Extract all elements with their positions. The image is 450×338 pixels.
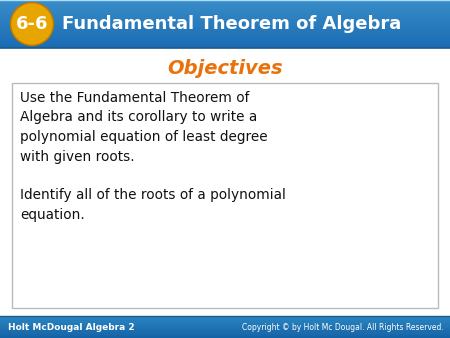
- Bar: [0, 33, 450, 35]
- Bar: [0, 7, 450, 8]
- Text: Copyright © by Holt Mc Dougal. All Rights Reserved.: Copyright © by Holt Mc Dougal. All Right…: [242, 322, 444, 332]
- Text: Objectives: Objectives: [167, 58, 283, 77]
- Bar: [0, 0, 450, 1]
- Bar: [0, 318, 450, 320]
- Bar: [0, 28, 450, 29]
- Bar: [0, 20, 450, 21]
- Bar: [0, 2, 450, 3]
- Bar: [0, 316, 450, 318]
- Bar: [0, 22, 450, 24]
- Bar: [0, 26, 450, 28]
- Bar: [0, 21, 450, 22]
- Bar: [0, 39, 450, 41]
- Text: Holt McDougal Algebra 2: Holt McDougal Algebra 2: [8, 322, 135, 332]
- Bar: [0, 4, 450, 5]
- Bar: [0, 13, 450, 14]
- Bar: [0, 39, 450, 40]
- Bar: [0, 1, 450, 2]
- Bar: [0, 337, 450, 338]
- Text: Use the Fundamental Theorem of
Algebra and its corollary to write a
polynomial e: Use the Fundamental Theorem of Algebra a…: [20, 91, 268, 164]
- Bar: [0, 326, 450, 328]
- Bar: [0, 22, 450, 23]
- Bar: [0, 3, 450, 4]
- Bar: [0, 333, 450, 334]
- Bar: [0, 45, 450, 46]
- Bar: [0, 30, 450, 32]
- Bar: [0, 18, 450, 20]
- Bar: [0, 33, 450, 34]
- Bar: [0, 47, 450, 48]
- Bar: [0, 24, 450, 25]
- Bar: [0, 6, 450, 8]
- Bar: [0, 15, 450, 17]
- Bar: [0, 17, 450, 18]
- Bar: [0, 331, 450, 333]
- Bar: [0, 322, 450, 324]
- Bar: [0, 23, 450, 24]
- Bar: [0, 336, 450, 337]
- Bar: [0, 2, 450, 4]
- Bar: [0, 14, 450, 15]
- FancyBboxPatch shape: [12, 83, 438, 308]
- Bar: [0, 44, 450, 45]
- Bar: [0, 320, 450, 322]
- Bar: [0, 30, 450, 31]
- Bar: [0, 329, 450, 331]
- Bar: [0, 317, 450, 319]
- Bar: [0, 328, 450, 330]
- Bar: [0, 9, 450, 11]
- Bar: [0, 36, 450, 37]
- Text: Identify all of the roots of a polynomial
equation.: Identify all of the roots of a polynomia…: [20, 188, 286, 221]
- Bar: [0, 324, 450, 325]
- Bar: [0, 42, 450, 44]
- Bar: [0, 321, 450, 323]
- Text: 6-6: 6-6: [16, 15, 48, 33]
- Bar: [0, 10, 450, 12]
- Bar: [0, 32, 450, 33]
- Bar: [0, 15, 450, 16]
- Bar: [0, 26, 450, 27]
- Bar: [0, 38, 450, 39]
- Bar: [0, 46, 450, 47]
- Circle shape: [10, 2, 54, 46]
- Bar: [0, 37, 450, 38]
- Bar: [0, 35, 450, 37]
- Bar: [0, 25, 450, 26]
- Bar: [0, 40, 450, 41]
- Bar: [0, 48, 450, 316]
- Bar: [0, 19, 450, 21]
- Circle shape: [12, 4, 52, 44]
- Bar: [0, 29, 450, 30]
- Bar: [0, 41, 450, 42]
- Bar: [0, 327, 450, 329]
- Bar: [0, 43, 450, 45]
- Bar: [0, 12, 450, 13]
- Bar: [0, 34, 450, 36]
- Bar: [0, 18, 450, 19]
- Bar: [0, 31, 450, 32]
- Bar: [0, 335, 450, 336]
- Bar: [0, 46, 450, 48]
- Bar: [0, 27, 450, 28]
- Bar: [0, 319, 450, 321]
- Bar: [0, 6, 450, 7]
- Bar: [0, 9, 450, 10]
- Text: Fundamental Theorem of Algebra: Fundamental Theorem of Algebra: [62, 15, 401, 33]
- Bar: [0, 11, 450, 13]
- Bar: [0, 8, 450, 9]
- Bar: [0, 334, 450, 335]
- Bar: [0, 16, 450, 17]
- Bar: [0, 330, 450, 332]
- Bar: [0, 5, 450, 6]
- Bar: [0, 325, 450, 327]
- Bar: [0, 42, 450, 43]
